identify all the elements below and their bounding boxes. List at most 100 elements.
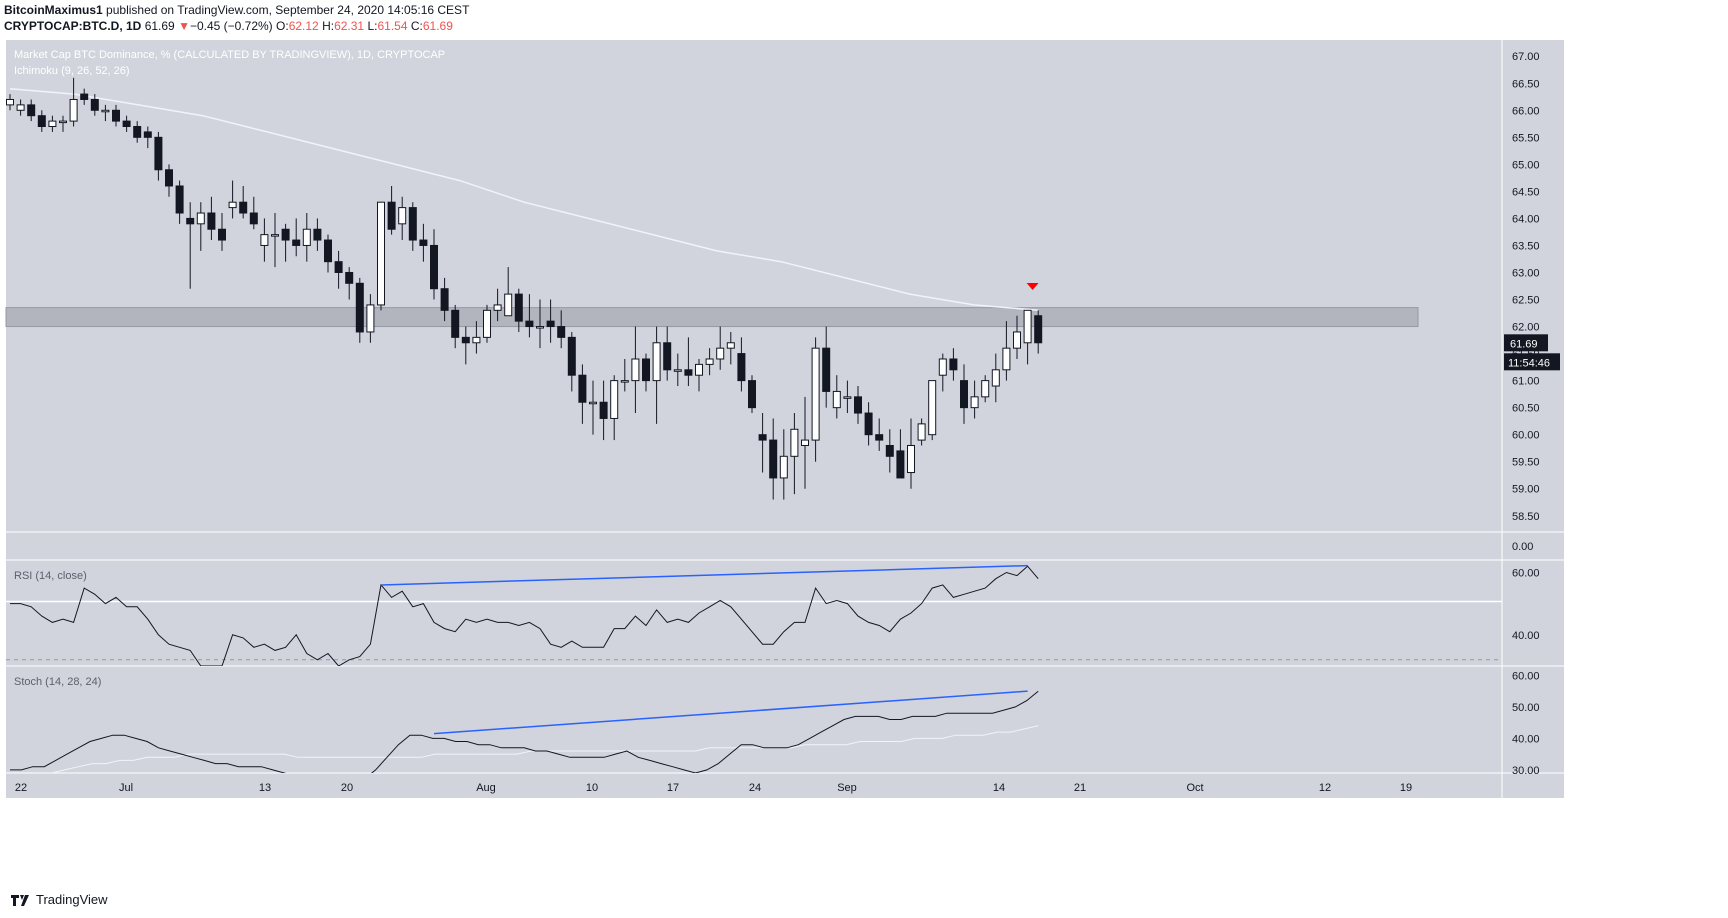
candle-body [112, 109, 120, 122]
publish-line: BitcoinMaximus1 published on TradingView… [4, 3, 469, 17]
extra-axis-label: 0.00 [1512, 541, 1533, 553]
close-label: C: [410, 19, 423, 33]
candle-body [578, 374, 587, 403]
candle-body [620, 380, 629, 383]
date-tick-label: 12 [1319, 782, 1331, 794]
candle-body [48, 120, 57, 128]
low-value: 61.54 [377, 19, 408, 33]
down-arrow-icon: ▼ [178, 19, 190, 33]
candle-body [928, 380, 937, 436]
candle-body [165, 169, 173, 187]
candle-body [143, 131, 152, 138]
indicator-title: Ichimoku (9, 26, 52, 26) [14, 65, 130, 77]
candle-body [260, 234, 269, 246]
price-tick-label: 59.00 [1512, 484, 1540, 496]
candle-body [493, 304, 502, 311]
rsi-pane-title: RSI (14, close) [14, 570, 87, 582]
date-tick-label: 21 [1074, 782, 1086, 794]
candle-body [716, 347, 725, 360]
last-price-label: 61.69 [1510, 338, 1538, 350]
price-tick-label: 58.50 [1512, 511, 1540, 523]
candle-body [101, 109, 110, 113]
candle-body [599, 401, 608, 419]
rsi-tick-label: 60.00 [1512, 567, 1540, 579]
price-tick-label: 60.00 [1512, 430, 1540, 442]
candle-body [885, 444, 894, 457]
rsi-line [10, 565, 1039, 666]
candle-body [726, 342, 735, 349]
candle-body [69, 98, 78, 122]
date-tick-label: 20 [341, 782, 353, 794]
candle-body [207, 212, 216, 230]
candle-body [546, 320, 555, 328]
date-tick-label: Jul [119, 782, 133, 794]
date-tick-label: 10 [586, 782, 598, 794]
candle-body [228, 201, 237, 209]
stoch-trendline [433, 690, 1028, 735]
candle-body [822, 347, 831, 392]
candle-body [705, 358, 714, 365]
author-name[interactable]: BitcoinMaximus1 [4, 3, 103, 17]
candle-body [991, 369, 1000, 387]
stoch-k-line [10, 690, 1039, 773]
stoch-tick-label: 40.00 [1512, 733, 1540, 745]
moving-average-line [9, 87, 1039, 312]
candle-body [366, 304, 375, 333]
candle-body [324, 239, 332, 263]
candle-body [154, 136, 163, 171]
bearish-marker-icon [1026, 283, 1039, 290]
footer: TradingView [10, 892, 108, 907]
candle-body [589, 401, 597, 405]
candle-body [864, 412, 873, 436]
candle-body [907, 444, 915, 474]
ohlc-line: CRYPTOCAP:BTC.D, 1D 61.69 ▼−0.45 (−0.72%… [4, 19, 453, 33]
candle-body [16, 104, 25, 111]
close-value: 61.69 [422, 19, 453, 33]
date-tick-label: 17 [667, 782, 679, 794]
candle-body [514, 293, 523, 322]
candle-body [249, 212, 258, 225]
candle-body [875, 434, 884, 441]
candle-body [949, 358, 958, 371]
candle-body [557, 326, 566, 338]
brand-label[interactable]: TradingView [36, 892, 108, 907]
tradingview-logo-icon [11, 894, 29, 906]
candle-body [122, 120, 131, 128]
candle-body [196, 212, 205, 225]
candle-body [960, 380, 968, 409]
change-value: −0.45 (−0.72%) [189, 19, 273, 33]
price-tick-label: 61.00 [1512, 376, 1540, 388]
price-tick-label: 66.50 [1512, 78, 1540, 90]
candle-body [6, 98, 14, 106]
resistance-zone [5, 307, 1419, 328]
candle-body [1013, 331, 1021, 349]
candle-body [59, 120, 67, 124]
candle-body [334, 261, 343, 273]
candle-body [642, 358, 650, 382]
candle-body [917, 423, 926, 441]
candle-body [525, 320, 534, 328]
candle-body [239, 201, 248, 214]
candle-body [758, 434, 767, 441]
candle-body [90, 98, 99, 111]
candle-body [451, 309, 460, 338]
date-tick-label: Aug [476, 782, 496, 794]
candle-body [970, 396, 979, 409]
price-tick-label: 59.50 [1512, 457, 1540, 469]
symbol-label[interactable]: CRYPTOCAP:BTC.D, 1D [4, 19, 142, 33]
candle-body [1034, 315, 1043, 344]
date-tick-label: 22 [15, 782, 27, 794]
candle-body [1023, 309, 1032, 344]
stoch-d-line [48, 725, 1039, 773]
rsi-tick-label: 40.00 [1512, 630, 1540, 642]
candle-body [504, 293, 513, 317]
price-tick-label: 67.00 [1512, 51, 1540, 63]
candle-body [896, 450, 905, 479]
candle-body [790, 428, 799, 457]
candle-body [631, 358, 640, 382]
candle-body [377, 201, 385, 306]
candle-body [408, 207, 417, 241]
price-tick-label: 62.00 [1512, 322, 1540, 334]
